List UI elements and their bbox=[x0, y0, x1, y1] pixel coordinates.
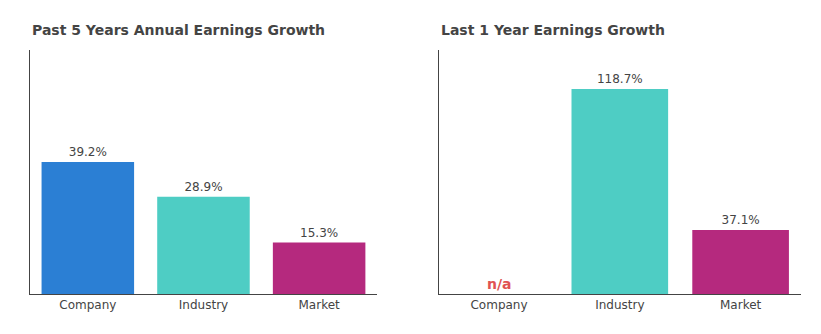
svg-text:37.1%: 37.1% bbox=[722, 213, 760, 227]
svg-text:Market: Market bbox=[720, 298, 762, 312]
svg-text:Industry: Industry bbox=[595, 298, 644, 312]
svg-text:39.2%: 39.2% bbox=[69, 145, 107, 159]
svg-text:Industry: Industry bbox=[179, 298, 228, 312]
svg-text:n/a: n/a bbox=[487, 276, 512, 292]
svg-text:Company: Company bbox=[59, 298, 116, 312]
svg-text:15.3%: 15.3% bbox=[300, 226, 338, 240]
svg-text:Past 5 Years Annual Earnings G: Past 5 Years Annual Earnings Growth bbox=[32, 22, 325, 38]
svg-text:Market: Market bbox=[299, 298, 341, 312]
svg-text:118.7%: 118.7% bbox=[597, 72, 643, 86]
svg-text:Last 1 Year Earnings Growth: Last 1 Year Earnings Growth bbox=[441, 22, 665, 38]
svg-text:Company: Company bbox=[470, 298, 527, 312]
svg-text:28.9%: 28.9% bbox=[184, 180, 222, 194]
